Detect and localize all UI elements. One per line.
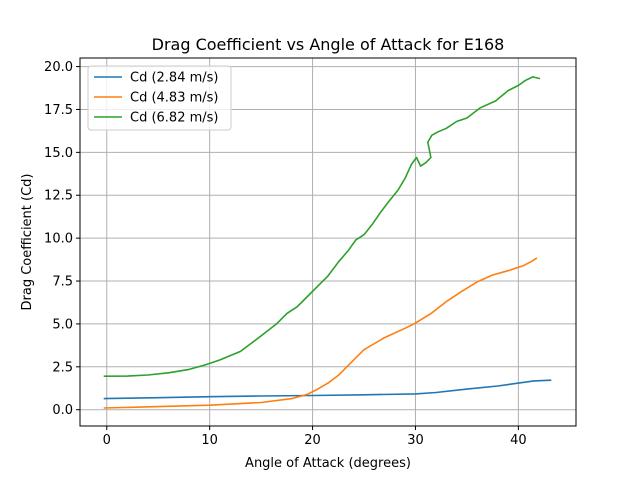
y-tick-label: 12.5 [44,189,73,204]
legend-label-2: Cd (6.82 m/s) [130,111,219,126]
grid [80,58,576,426]
chart-title: Drag Coefficient vs Angle of Attack for … [152,35,505,54]
series-line-0 [103,379,552,400]
legend: Cd (2.84 m/s) Cd (4.83 m/s) Cd (6.82 m/s) [87,65,232,131]
legend-box [87,65,232,131]
y-tick-label: 10.0 [44,232,73,247]
series-layer [103,76,552,409]
y-tick-label: 2.5 [52,360,73,375]
y-ticks: 0.0 2.5 5.0 7.5 10.0 12.5 15.0 17.5 20.0 [44,60,80,418]
series-line-2 [103,76,541,378]
x-tick-label: 30 [407,433,424,448]
y-tick-label: 20.0 [44,60,73,75]
legend-label-0: Cd (2.84 m/s) [130,71,219,86]
x-tick-label: 0 [103,433,111,448]
x-tick-label: 10 [201,433,218,448]
legend-label-1: Cd (4.83 m/s) [130,91,219,106]
y-axis-label: Drag Coefficient (Cd) [20,173,35,310]
plot-frame [79,57,577,427]
y-tick-label: 15.0 [44,146,73,161]
y-tick-label: 5.0 [52,317,73,332]
y-tick-label: 7.5 [52,275,73,290]
x-tick-label: 20 [304,433,321,448]
x-ticks: 0 10 20 30 40 [103,426,527,448]
y-tick-label: 17.5 [44,103,73,118]
series-line-1 [103,257,538,409]
y-tick-label: 0.0 [52,403,73,418]
x-axis-label: Angle of Attack (degrees) [245,456,411,471]
x-tick-label: 40 [510,433,527,448]
